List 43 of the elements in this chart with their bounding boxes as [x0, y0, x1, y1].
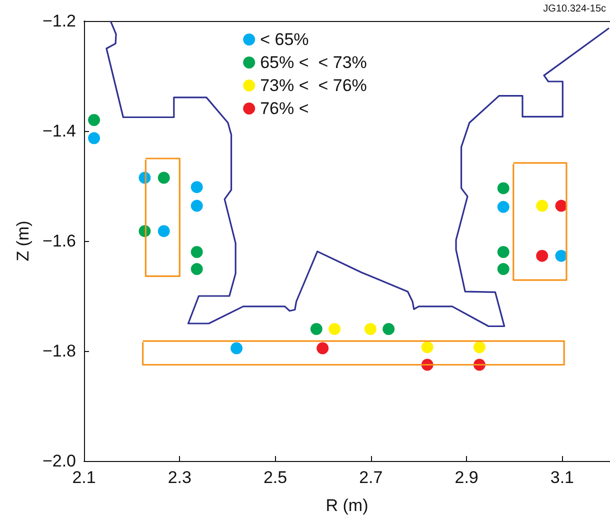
y-tick-label: −1.4 — [42, 122, 76, 140]
point — [497, 182, 510, 194]
legend-label: 76% < — [260, 99, 309, 118]
y-axis-title: Z (m) — [14, 220, 33, 262]
x-tick-label: 2.5 — [263, 468, 288, 487]
x-tick-label: 2.9 — [454, 468, 478, 487]
x-tick-label: 2.3 — [168, 468, 192, 487]
point — [382, 323, 395, 335]
legend-label: 73% < < 76% — [260, 76, 367, 95]
point — [158, 225, 170, 238]
point — [190, 200, 203, 212]
y-tick-label: −1.8 — [42, 342, 76, 360]
text: JG10.324-15c — [543, 4, 606, 14]
y-tick-label: −1.6 — [42, 232, 76, 250]
point — [555, 250, 568, 262]
point — [310, 323, 322, 335]
point — [190, 246, 203, 258]
x-tick-label: 3.1 — [550, 468, 574, 487]
point — [328, 323, 341, 335]
point — [230, 342, 243, 354]
line-series — [106, 20, 610, 328]
x-axis-title: R (m) — [326, 496, 368, 515]
point — [88, 132, 100, 144]
point — [497, 200, 510, 213]
point — [421, 341, 434, 354]
legend-label: 65% < < 73% — [260, 53, 367, 72]
point — [536, 200, 548, 212]
y-tick-label: −2.0 — [42, 452, 76, 470]
point — [555, 200, 568, 212]
x-tick-label: 2.7 — [359, 468, 383, 487]
point — [364, 323, 376, 335]
point — [190, 181, 203, 194]
point — [473, 341, 486, 354]
point — [316, 342, 329, 354]
point — [497, 246, 510, 258]
legend-label: < 65% — [260, 30, 309, 49]
x-tick-label: 2.1 — [72, 468, 96, 487]
y-tick-label: −1.2 — [42, 12, 76, 30]
point — [190, 263, 203, 276]
point — [88, 114, 100, 126]
point — [536, 250, 548, 262]
point — [497, 263, 510, 276]
point — [158, 172, 170, 184]
